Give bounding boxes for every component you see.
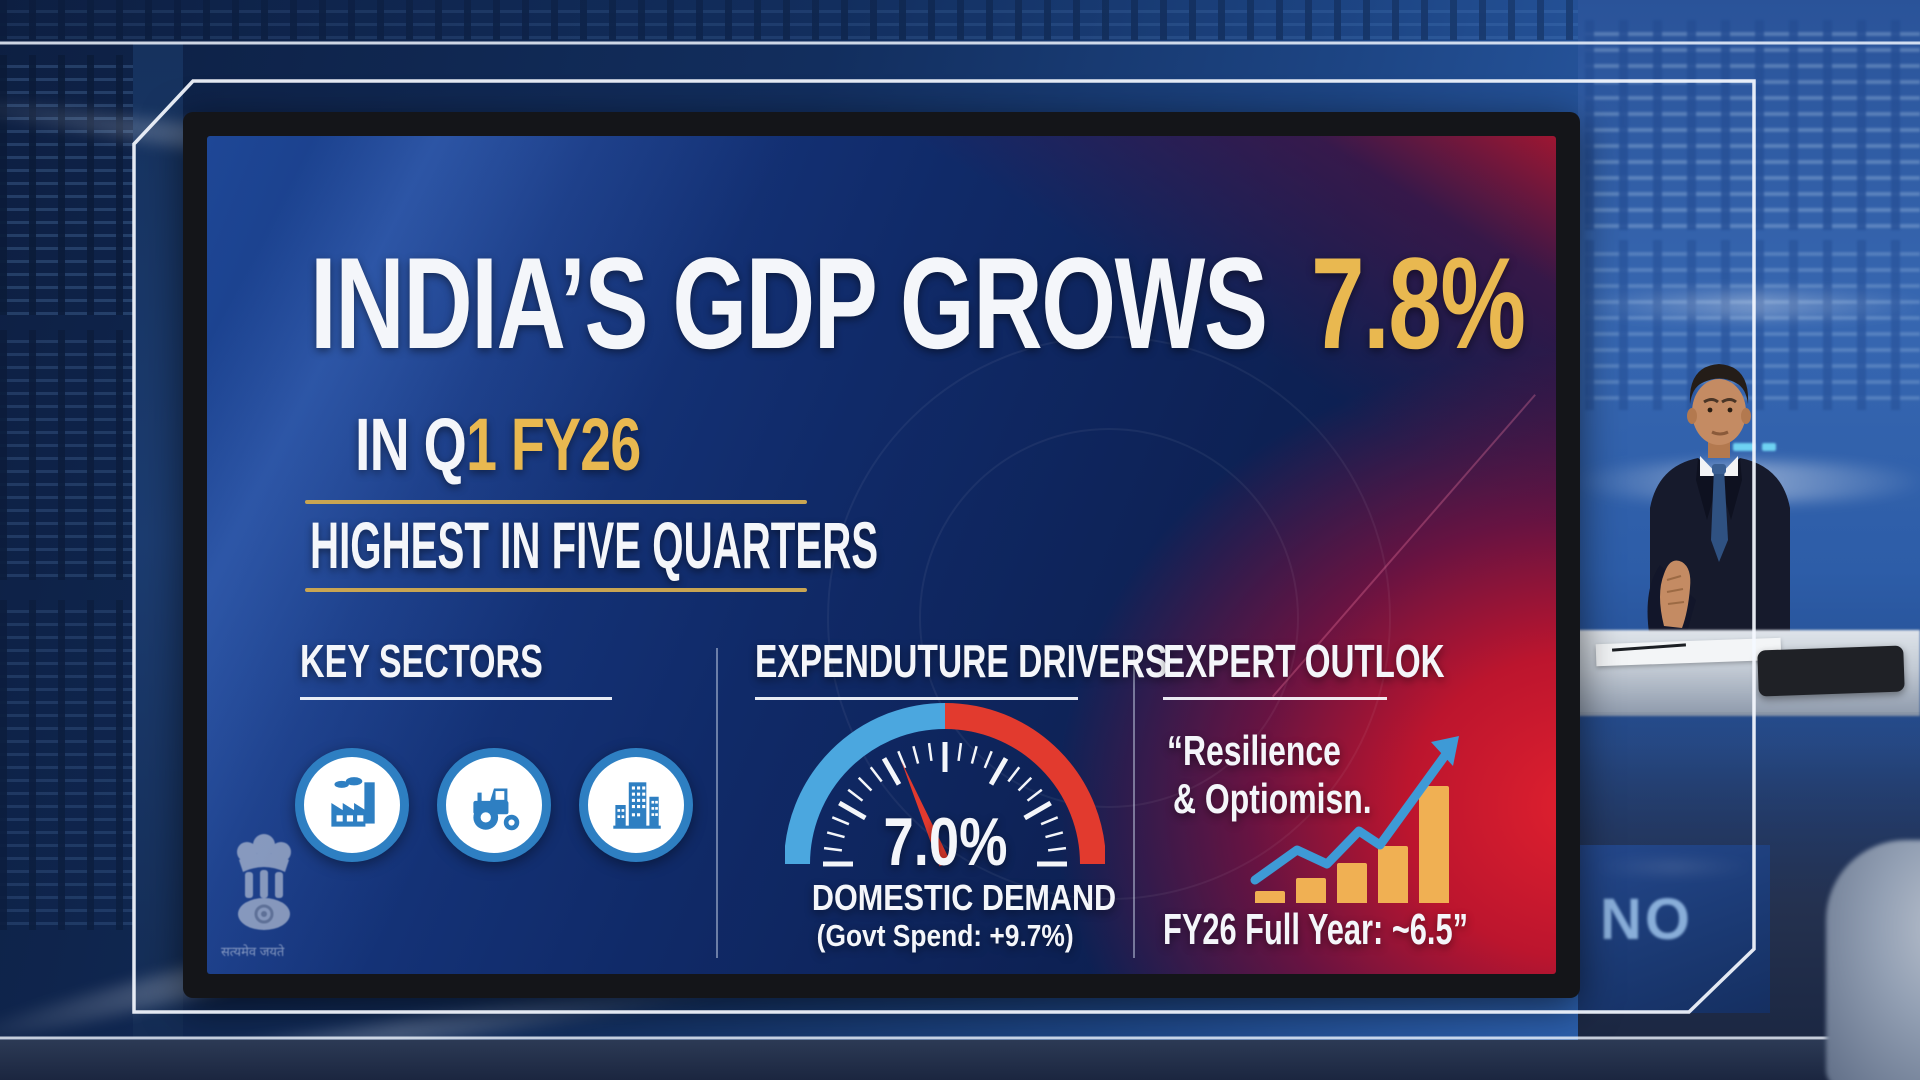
studio-cyan-dash-2 — [1762, 443, 1776, 451]
growth-arrow — [1250, 736, 1459, 885]
tractor-icon — [473, 788, 520, 831]
subline-value: 1 FY26 — [466, 403, 641, 486]
studio-panel-text: NO — [1600, 887, 1693, 952]
gold-rule-top — [305, 500, 807, 504]
studio-monitor-left-c — [0, 600, 150, 930]
headline-text: INDIA’S GDP GROWS — [310, 230, 1268, 376]
subline: IN Q1 FY26 — [355, 408, 736, 482]
section-divider-2 — [1133, 648, 1135, 958]
services-sector-badge — [579, 748, 693, 862]
desk-corner-foreground — [1826, 840, 1920, 1080]
agriculture-sector-badge — [437, 748, 551, 862]
india-emblem: सत्यमेव जयते — [209, 830, 319, 965]
gauge-value: 7.0% — [883, 804, 1007, 880]
gdp-infographic-screen: INDIA’S GDP GROWS 7.8% IN Q1 FY26 HIGHES… — [207, 136, 1556, 974]
headline: INDIA’S GDP GROWS 7.8% — [310, 238, 1556, 368]
desk-folder — [1757, 645, 1905, 697]
expenditure-underline — [755, 697, 1078, 700]
studio-monitor-left-b — [0, 330, 150, 580]
expert-header: EXPERT OUTLOK — [1163, 635, 1445, 687]
studio-monitor-left-a — [0, 55, 150, 315]
key-sectors-underline — [300, 697, 612, 700]
banner-text: HIGHEST IN FIVE QUARTERS — [310, 508, 879, 582]
banner: HIGHEST IN FIVE QUARTERS — [310, 512, 1241, 578]
forecast-text: FY26 Full Year: ~6.5” — [1163, 905, 1469, 954]
subline-text: IN Q — [355, 403, 467, 486]
gauge-sublabel: (Govt Spend: +9.7%) — [816, 918, 1074, 953]
emblem-caption: सत्यमेव जयते — [221, 944, 285, 959]
studio-gap-strip — [133, 43, 183, 1038]
gauge-label: DOMESTIC DEMAND — [811, 877, 1117, 918]
gold-rule-bottom — [305, 588, 807, 592]
headline-value: 7.8% — [1311, 230, 1526, 376]
section-divider-1 — [716, 648, 718, 958]
expert-underline — [1163, 697, 1387, 700]
studio-floor-strip — [0, 1040, 1920, 1080]
key-sectors-header: KEY SECTORS — [300, 635, 543, 687]
buildings-icon — [613, 782, 661, 829]
studio-monitor-right-a — [1585, 20, 1920, 230]
factory-icon — [331, 777, 375, 827]
studio-lower-panel: NO — [1578, 845, 1770, 1013]
studio-light-band-1 — [1570, 292, 1920, 318]
